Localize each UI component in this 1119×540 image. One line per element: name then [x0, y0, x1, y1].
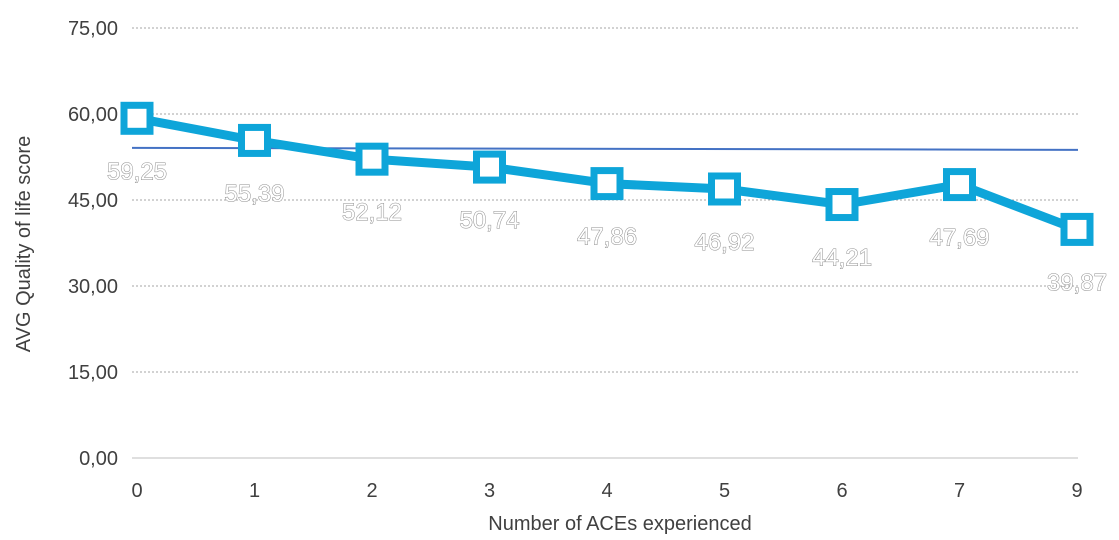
- data-label: 47,69: [929, 225, 989, 252]
- data-label: 55,39: [224, 180, 284, 207]
- x-axis-title: Number of ACEs experienced: [488, 513, 751, 535]
- x-tick-label: 4: [601, 480, 612, 502]
- data-label: 47,86: [577, 224, 637, 251]
- x-tick-label: 9: [1071, 480, 1082, 502]
- data-point-marker: [712, 176, 738, 202]
- reference-line: [132, 148, 1078, 150]
- x-tick-label: 7: [954, 480, 965, 502]
- data-label: 44,21: [812, 245, 872, 272]
- y-tick-label: 75,00: [68, 18, 118, 40]
- y-tick-label: 30,00: [68, 276, 118, 298]
- y-axis-title: AVG Quality of life score: [13, 136, 35, 352]
- data-point-marker: [594, 171, 620, 197]
- data-point-marker: [477, 154, 503, 180]
- x-tick-label: 5: [719, 480, 730, 502]
- x-tick-label: 6: [836, 480, 847, 502]
- data-label: 39,87: [1047, 269, 1107, 296]
- data-label: 50,74: [459, 207, 519, 234]
- y-tick-label: 0,00: [79, 448, 118, 470]
- data-point-marker: [1064, 216, 1090, 242]
- x-tick-label: 3: [484, 480, 495, 502]
- data-label: 52,12: [342, 199, 402, 226]
- data-point-marker: [829, 192, 855, 218]
- data-point-marker: [947, 172, 973, 198]
- x-axis-ticks: 0 1 2 3 4 5 6 7 9: [131, 480, 1082, 502]
- series-markers: [124, 105, 1090, 242]
- data-point-marker: [124, 105, 150, 131]
- data-point-marker: [242, 127, 268, 153]
- x-tick-label: 2: [366, 480, 377, 502]
- x-tick-label: 1: [249, 480, 260, 502]
- y-tick-label: 60,00: [68, 104, 118, 126]
- data-label: 46,92: [694, 229, 754, 256]
- y-tick-label: 45,00: [68, 190, 118, 212]
- y-tick-label: 15,00: [68, 362, 118, 384]
- y-axis-ticks: 0,00 15,00 30,00 45,00 60,00 75,00: [68, 18, 118, 470]
- data-point-marker: [359, 146, 385, 172]
- data-label: 59,25: [107, 158, 167, 185]
- x-tick-label: 0: [131, 480, 142, 502]
